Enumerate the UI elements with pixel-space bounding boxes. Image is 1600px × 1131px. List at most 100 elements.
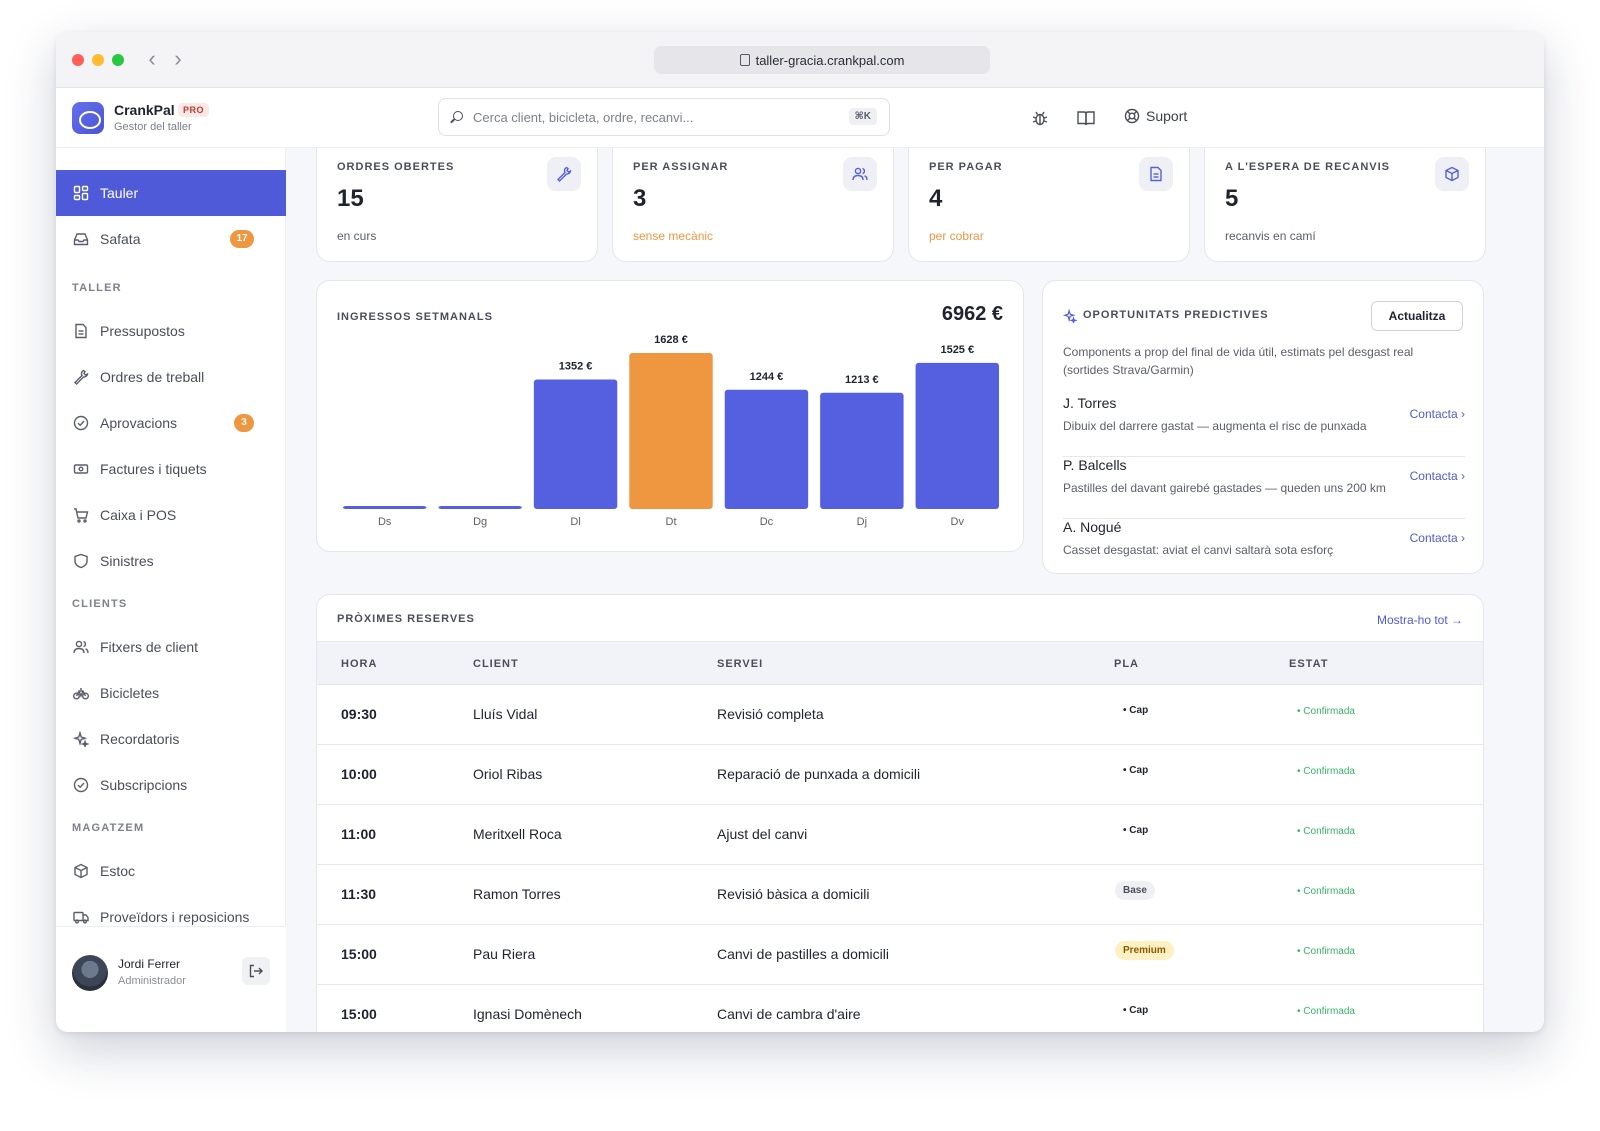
- sidebar-item-sinistres[interactable]: Sinistres: [56, 538, 286, 584]
- refresh-button[interactable]: Actualitza: [1371, 301, 1463, 331]
- bar-Dj[interactable]: [820, 392, 904, 509]
- sidebar-item-ordres-de-treball[interactable]: Ordres de treball: [56, 354, 286, 400]
- kpi-card-unassigned[interactable]: PER ASSIGNAR 3 sense mecànic: [612, 148, 894, 262]
- kpi-icon-box: [843, 157, 877, 191]
- sidebar-item-label: Recordatoris: [100, 731, 180, 747]
- sidebar-item-factures-i-tiquets[interactable]: Factures i tiquets: [56, 446, 286, 492]
- reservation-client: Ignasi Domènech: [473, 1006, 582, 1022]
- table-row[interactable]: 10:00 Oriol Ribas Reparació de punxada a…: [317, 745, 1483, 805]
- logout-button[interactable]: [242, 957, 270, 985]
- support-link[interactable]: Suport: [1124, 108, 1187, 124]
- url-text: taller-gracia.crankpal.com: [755, 52, 905, 68]
- contact-link[interactable]: Contacta ›: [1409, 531, 1465, 545]
- document-icon: [75, 323, 87, 339]
- bar-value-label: 1525 €: [940, 344, 974, 356]
- sidebar-item-fitxers-de-client[interactable]: Fitxers de client: [56, 624, 286, 670]
- reservation-time: 15:00: [341, 946, 377, 962]
- shield-icon: [74, 553, 88, 569]
- section-label-taller: TALLER: [72, 282, 122, 294]
- kpi-sub: sense mecànic: [633, 229, 714, 243]
- kpi-card-awaiting-parts[interactable]: A L'ESPERA DE RECANVIS 5 recanvis en cam…: [1204, 148, 1486, 262]
- column-header[interactable]: SERVEI: [717, 658, 764, 670]
- users-icon: [852, 167, 868, 181]
- sidebar-item-proveidors[interactable]: Proveïdors i reposicions: [56, 894, 286, 940]
- reservation-service: Revisió completa: [717, 706, 824, 722]
- users-icon: [73, 640, 89, 654]
- kpi-icon-box: [1435, 157, 1469, 191]
- plan-badge: Cap: [1123, 765, 1148, 776]
- kpi-value: 3: [633, 185, 647, 212]
- column-header[interactable]: ESTAT: [1289, 658, 1329, 670]
- sidebar-item-aprovacions[interactable]: Aprovacions 3: [56, 400, 286, 446]
- reservation-client: Pau Riera: [473, 946, 536, 962]
- user-role: Administrador: [118, 975, 186, 987]
- search-input[interactable]: Cerca client, bicicleta, ordre, recanvi.…: [438, 98, 890, 136]
- sidebar-item-label: Subscripcions: [100, 777, 188, 793]
- sidebar-item-label: Sinistres: [100, 553, 154, 569]
- crankpal-logo-icon[interactable]: [72, 102, 104, 134]
- bar-Dt[interactable]: [629, 353, 713, 509]
- sidebar-item-safata[interactable]: Safata 17: [56, 216, 286, 262]
- x-tick-label: Dv: [951, 516, 965, 528]
- approvals-count-badge: 3: [234, 414, 254, 432]
- kpi-sub: en curs: [337, 229, 377, 243]
- sidebar-item-pressupostos[interactable]: Pressupostos: [56, 308, 286, 354]
- back-button[interactable]: ‹: [148, 46, 156, 71]
- sidebar-item-recordatoris[interactable]: Recordatoris: [56, 716, 286, 762]
- sidebar-item-caixa-i-pos[interactable]: Caixa i POS: [56, 492, 286, 538]
- x-tick-label: Ds: [378, 516, 392, 528]
- sidebar-item-label: Proveïdors i reposicions: [100, 909, 250, 925]
- app-header: CrankPal PRO Gestor del taller Cerca cli…: [56, 88, 1544, 148]
- opportunity-item: A. Nogué Casset desgastat: aviat el canv…: [1063, 519, 1465, 581]
- show-all-link[interactable]: Mostra-ho tot →: [1376, 613, 1463, 627]
- kpi-value: 15: [337, 185, 364, 212]
- avatar[interactable]: [72, 955, 108, 991]
- table-row[interactable]: 15:00 Ignasi Domènech Canvi de cambra d'…: [317, 985, 1483, 1032]
- minimize-window-button[interactable]: [92, 54, 104, 66]
- bar-Ds[interactable]: [343, 506, 427, 509]
- chart-total: 6962 €: [941, 303, 1003, 325]
- sidebar: Tauler Safata 17 TALLER Pressupostos Ord…: [56, 148, 286, 1032]
- contact-link[interactable]: Contacta ›: [1409, 407, 1465, 421]
- grid-icon: [73, 185, 89, 201]
- status-badge: Confirmada: [1297, 886, 1355, 897]
- table-row[interactable]: 11:30 Ramon Torres Revisió bàsica a domi…: [317, 865, 1483, 925]
- table-row[interactable]: 11:00 Meritxell Roca Ajust del canvi Cap…: [317, 805, 1483, 865]
- kpi-sub: recanvis en camí: [1225, 229, 1316, 243]
- support-label: Suport: [1146, 108, 1188, 124]
- opportunity-note: Dibuix del darrere gastat — augmenta el …: [1063, 419, 1367, 433]
- kpi-card-open-orders[interactable]: ORDRES OBERTES 15 en curs: [316, 148, 598, 262]
- sidebar-item-tauler[interactable]: Tauler: [56, 170, 286, 216]
- maximize-window-button[interactable]: [112, 54, 124, 66]
- table-row[interactable]: 09:30 Lluís Vidal Revisió completa Cap C…: [317, 685, 1483, 745]
- kpi-label: ORDRES OBERTES: [337, 161, 455, 173]
- logout-icon: [249, 964, 263, 978]
- sidebar-item-estoc[interactable]: Estoc: [56, 848, 286, 894]
- bar-Dg[interactable]: [438, 506, 522, 509]
- status-badge: Confirmada: [1297, 766, 1355, 777]
- table-row[interactable]: 15:00 Pau Riera Canvi de pastilles a dom…: [317, 925, 1483, 985]
- reservation-client: Meritxell Roca: [473, 826, 562, 842]
- x-tick-label: Dj: [857, 516, 867, 528]
- kpi-label: PER ASSIGNAR: [633, 161, 729, 173]
- opportunity-client: J. Torres: [1063, 395, 1117, 411]
- reservation-client: Oriol Ribas: [473, 766, 543, 782]
- column-header[interactable]: PLA: [1114, 658, 1139, 670]
- address-bar[interactable]: taller-gracia.crankpal.com: [654, 46, 990, 74]
- sidebar-item-subscripcions[interactable]: Subscripcions: [56, 762, 286, 808]
- sidebar-item-bicicletes[interactable]: Bicicletes: [56, 670, 286, 716]
- bug-icon[interactable]: [1030, 108, 1050, 128]
- kpi-card-to-pay[interactable]: PER PAGAR 4 per cobrar: [908, 148, 1190, 262]
- reservation-client: Ramon Torres: [473, 886, 561, 902]
- sidebar-item-label: Fitxers de client: [100, 639, 199, 655]
- column-header[interactable]: HORA: [341, 658, 378, 670]
- bar-Dl[interactable]: [533, 379, 618, 509]
- book-icon[interactable]: [1076, 108, 1096, 128]
- column-header[interactable]: CLIENT: [473, 658, 519, 670]
- bar-Dv[interactable]: [915, 362, 999, 509]
- forward-button[interactable]: ›: [174, 46, 182, 71]
- contact-link[interactable]: Contacta ›: [1409, 469, 1465, 483]
- bar-Dc[interactable]: [724, 389, 809, 509]
- page-icon: [739, 54, 750, 66]
- close-window-button[interactable]: [72, 54, 84, 66]
